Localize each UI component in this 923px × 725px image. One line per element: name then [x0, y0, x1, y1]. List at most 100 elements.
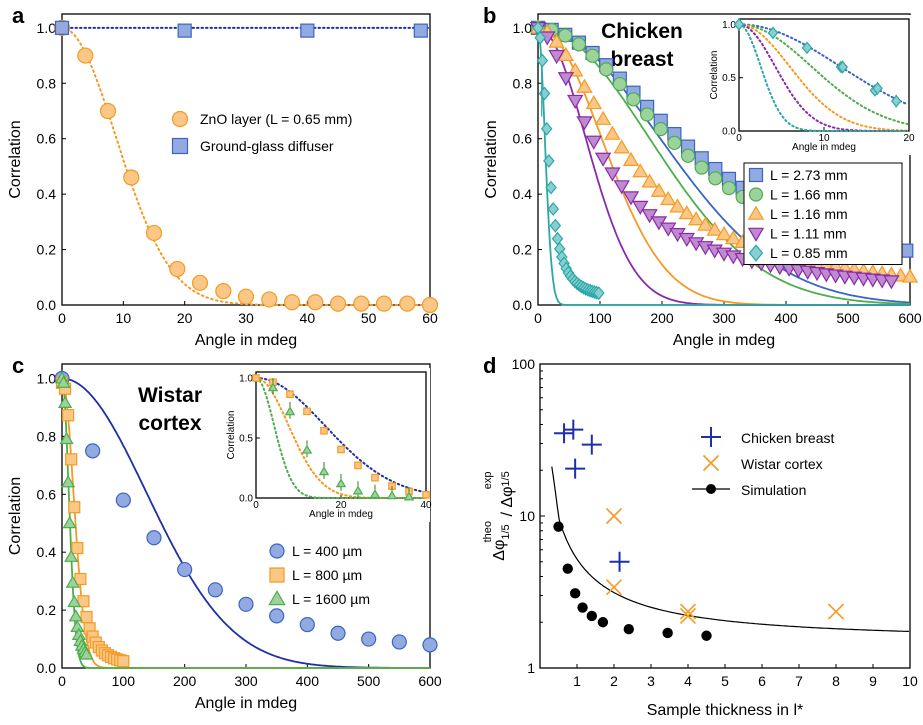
fit-curve-2 [61, 378, 430, 669]
legend-label: L = 2.73 mm [770, 167, 848, 183]
zno-data-point [215, 283, 232, 300]
series-3-data-point [567, 94, 584, 109]
panel-b-y-tick-label: 0.0 [513, 297, 533, 313]
panel-c-inset-x-tick-label: 40 [420, 500, 432, 511]
panel-d-y-tick-label: 100 [512, 356, 536, 372]
series-1-data-point [694, 160, 709, 175]
series-2-data-point [79, 647, 94, 660]
panel-b-inset-y-axis-label: Correlation [709, 51, 720, 100]
series-2-data-point [632, 163, 649, 178]
panel-c-inset-x-tick-label: 0 [253, 500, 259, 511]
inset-data-point [733, 17, 745, 31]
legend-marker [171, 137, 189, 155]
series-3-data-point [632, 200, 649, 215]
panel-d-x-tick-label: 3 [647, 673, 655, 689]
series-2-data-point [706, 221, 723, 236]
zno-data-point [261, 291, 278, 308]
panel-a-x-tick-label: 60 [422, 310, 438, 326]
legend-label: L = 800 µm [292, 567, 362, 583]
series-1-data-point [612, 76, 627, 92]
legend-marker [748, 187, 764, 202]
panel-c-x-tick-label: 100 [112, 673, 136, 689]
panel-b-inset-x-tick-label: 10 [818, 133, 830, 144]
legend-marker [747, 227, 765, 242]
series-2-data-point [678, 205, 695, 220]
inset-data-point [801, 41, 813, 55]
simulation-data-point [623, 623, 634, 635]
wistar-cortex-data-point [679, 607, 697, 625]
series-2-data-point [594, 110, 612, 125]
series-4-data-point [538, 86, 551, 101]
panel-b-inset-x-tick-label: 0 [736, 133, 742, 144]
series-3-data-point [641, 209, 658, 224]
inset-fit-curve-1 [738, 23, 909, 125]
panel-c-y-tick-label: 0.6 [37, 486, 57, 502]
series-1-data-point [117, 655, 130, 668]
panel-a-y-tick-label: 0.2 [37, 242, 57, 258]
panel-a-x-tick-label: 50 [361, 310, 377, 326]
wistar-cortex-data-point [679, 603, 697, 620]
inset-data-point [371, 473, 379, 482]
series-4-data-point [549, 218, 562, 233]
panel-c-inset-y-tick-label: 0.0 [239, 494, 253, 505]
series-2-data-point [660, 190, 677, 206]
zno-data-point [283, 294, 301, 311]
panel-c-x-axis-label: Angle in mdeg [195, 695, 297, 712]
series-0-data-point [177, 561, 193, 578]
panel-b-x-tick-label: 0 [534, 310, 542, 326]
series-1-data-point [721, 180, 737, 196]
series-3-data-point [585, 135, 602, 150]
inset-data-point [352, 485, 364, 495]
series-0-data-point [391, 634, 407, 650]
legend-label: L = 1.66 mm [770, 187, 848, 203]
series-4-data-point [536, 53, 549, 68]
legend-marker [748, 167, 764, 183]
panel-b-inset-x-axis-label: Angle in mdeg [792, 142, 856, 153]
panel-d-x-tick-label: 7 [795, 673, 803, 689]
zno-data-point [399, 295, 416, 312]
panel-label-a: a [12, 3, 25, 28]
series-2-data-point [725, 230, 742, 245]
series-2-data-point [68, 609, 83, 622]
zno-data-point [191, 274, 209, 291]
series-0-data-point [361, 631, 377, 647]
panel-label-d: d [483, 353, 496, 378]
panel-a-x-tick-label: 10 [116, 310, 132, 326]
chicken-breast-data-point [565, 458, 586, 479]
panel-a-x-tick-label: 0 [58, 310, 66, 326]
legend-box [743, 162, 903, 265]
series-2-data-point [715, 226, 733, 241]
legend-marker [706, 484, 716, 494]
legend-label: L = 0.85 mm [770, 245, 848, 261]
series-1-data-point [599, 62, 614, 77]
inset-fit-curve-1 [255, 377, 427, 499]
series-3-data-point [883, 275, 900, 290]
panel-b-x-axis-label: Angle in mdeg [673, 332, 775, 349]
series-0-data-point [422, 637, 438, 653]
legend-marker [702, 454, 720, 472]
ground-glass-data-point [413, 23, 428, 38]
series-0-data-point [299, 616, 315, 633]
panel-a-x-tick-label: 30 [238, 310, 254, 326]
legend-marker [748, 244, 764, 262]
series-2-data-point [64, 549, 79, 562]
series-3-data-point [576, 116, 593, 131]
panel-d-y-tick-label: 10 [519, 508, 535, 524]
series-4-data-point [545, 180, 557, 195]
wistar-cortex-data-point [827, 603, 845, 620]
series-2-data-point [62, 515, 77, 529]
y-label-part: 1/5 [500, 524, 512, 539]
y-label-part: Δφ [491, 540, 508, 561]
series-4-data-point [540, 121, 553, 136]
simulation-data-point [662, 627, 673, 639]
panel-a-x-tick-label: 40 [300, 310, 316, 326]
annotation-line: breast [610, 48, 673, 71]
inset-data-point [267, 382, 279, 392]
series-2-data-point [687, 211, 705, 226]
series-1-data-point [74, 572, 87, 586]
zno-data-point [307, 294, 324, 311]
legend-label: ZnO layer (L = 0.65 mm) [200, 111, 352, 127]
series-1-data-point [571, 37, 587, 52]
chart-panel-d: 1 2 3 4 5 6 7 8 9 10 1 10 100 Sample thickness in l* Δ… [482, 356, 918, 719]
legend-label: Wistar cortex [741, 456, 823, 472]
